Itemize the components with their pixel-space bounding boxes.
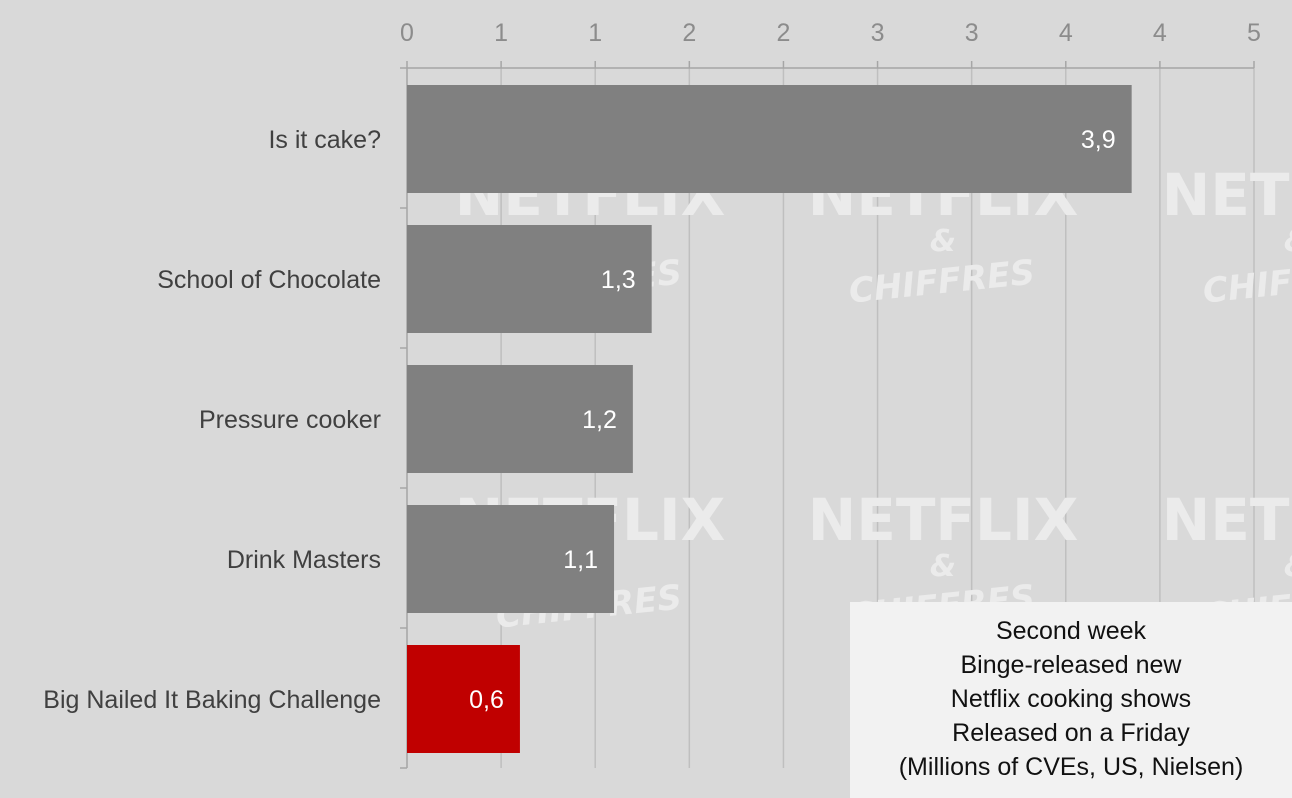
watermark-word: NETFLIX [1162,486,1292,554]
category-label: School of Chocolate [157,266,381,294]
data-label: 1,1 [563,546,598,574]
category-label: Is it cake? [268,126,381,154]
x-tick-label: 4 [1153,19,1167,47]
bar [407,645,520,753]
x-tick-label: 5 [1247,19,1261,47]
bar [407,505,615,613]
x-tick-label: 3 [871,19,885,47]
category-labels: Is it cake? School of Chocolate Pressure c… [43,126,381,714]
legend-line-4: Released on a Friday [952,719,1190,747]
legend-line-3: Netflix cooking shows [950,685,1192,713]
watermark-word: NETFLIX [1162,161,1292,229]
bar [407,85,1132,193]
x-tick-label: 3 [965,19,979,47]
legend-line-2: Binge-released new [960,651,1182,679]
category-label: Big Nailed It Baking Challenge [43,686,381,714]
category-label: Pressure cooker [199,406,381,434]
watermark-amp: & [930,549,956,584]
x-tick-labels: 0 1 1 2 2 3 3 4 4 5 [400,19,1261,47]
legend-line-5: (Millions of CVEs, US, Nielsen) [898,753,1244,781]
watermark-subword: CHIFFRES [847,252,1037,311]
watermark-amp: & [930,224,956,259]
bar [407,365,633,473]
category-label: Drink Masters [227,546,381,574]
x-tick-label: 2 [682,19,696,47]
legend-line-1: Second week [995,617,1147,645]
x-tick-label: 1 [494,19,508,47]
x-tick-label: 1 [588,19,602,47]
x-tick-label: 0 [400,19,414,47]
watermark-amp: & [1284,224,1292,259]
legend-box: Second week Binge-released new Netflix c… [850,602,1292,798]
bar [407,225,652,333]
data-label: 0,6 [469,686,504,714]
x-tick-label: 4 [1059,19,1073,47]
data-label: 3,9 [1081,126,1116,154]
data-label: 1,2 [582,406,617,434]
x-tick-label: 2 [776,19,790,47]
watermark-amp: & [1284,549,1292,584]
watermark-word: NETFLIX [808,486,1079,554]
bars: 3,9 1,3 1,2 1,1 0,6 [407,85,1132,753]
watermark-subword: CHIFFRES [1201,252,1292,311]
data-label: 1,3 [601,266,636,294]
